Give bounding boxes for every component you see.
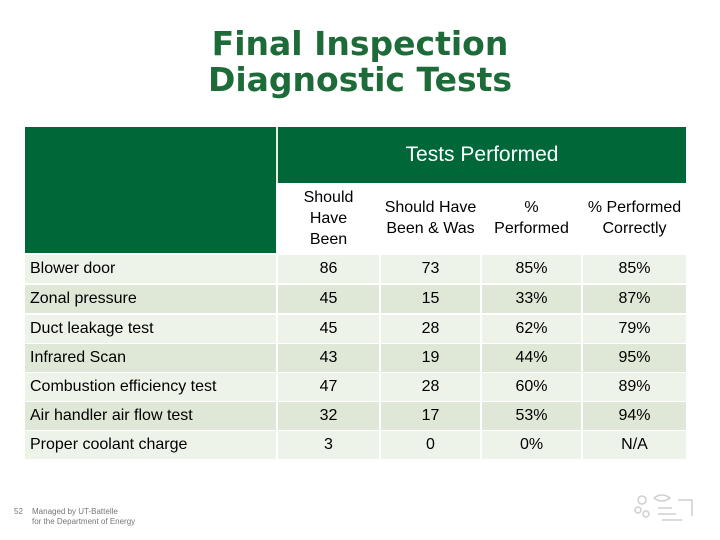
page-number: 52 bbox=[14, 507, 23, 516]
table-row: Blower door 86 73 85% 85% bbox=[25, 255, 686, 283]
table-row: Combustion efficiency test 47 28 60% 89% bbox=[25, 373, 686, 401]
column-header-should-have-been: Should Have Been bbox=[303, 188, 354, 248]
cell-percent-performed-correctly: 94% bbox=[583, 402, 686, 430]
cell-percent-performed-correctly: 89% bbox=[583, 373, 686, 401]
group-header-label: Tests Performed bbox=[405, 143, 559, 166]
row-name: Zonal pressure bbox=[25, 285, 276, 313]
cell-should-have-been: 43 bbox=[278, 344, 379, 372]
cell-should-have-been: 86 bbox=[278, 255, 379, 283]
title-line-1: Final Inspection bbox=[211, 24, 509, 63]
cell-should-have-been: 3 bbox=[278, 431, 379, 459]
table-row: Zonal pressure 45 15 33% 87% bbox=[25, 285, 686, 313]
cell-percent-performed: 33% bbox=[482, 285, 581, 313]
row-name: Proper coolant charge bbox=[25, 431, 276, 459]
table-row: Air handler air flow test 32 17 53% 94% bbox=[25, 402, 686, 430]
cell-should-have-been: 32 bbox=[278, 402, 379, 430]
cell-should-have-been-and-was: 0 bbox=[381, 431, 480, 459]
cell-should-have-been-and-was: 17 bbox=[381, 402, 480, 430]
cell-should-have-been-and-was: 28 bbox=[381, 315, 480, 343]
cell-percent-performed-correctly: 95% bbox=[583, 344, 686, 372]
cell-percent-performed: 60% bbox=[482, 373, 581, 401]
cell-should-have-been-and-was: 28 bbox=[381, 373, 480, 401]
row-name: Blower door bbox=[25, 255, 276, 283]
table-row: Infrared Scan 43 19 44% 95% bbox=[25, 344, 686, 372]
cell-should-have-been-and-was: 73 bbox=[381, 255, 480, 283]
slide-title: Final Inspection Diagnostic Tests bbox=[0, 26, 720, 98]
cell-should-have-been-and-was: 15 bbox=[381, 285, 480, 313]
column-header-should-have-been-and-was: Should Have Been & Was bbox=[384, 199, 477, 237]
row-name: Duct leakage test bbox=[25, 315, 276, 343]
cell-percent-performed: 0% bbox=[482, 431, 581, 459]
footer-line-1: Managed by UT-Battelle bbox=[32, 507, 118, 516]
cell-percent-performed: 53% bbox=[482, 402, 581, 430]
row-label-header bbox=[25, 183, 276, 253]
cell-percent-performed-correctly: N/A bbox=[583, 431, 686, 459]
table-row: Proper coolant charge 3 0 0% N/A bbox=[25, 431, 686, 459]
cell-percent-performed: 62% bbox=[482, 315, 581, 343]
row-name: Combustion efficiency test bbox=[25, 373, 276, 401]
cell-should-have-been-and-was: 19 bbox=[381, 344, 480, 372]
cell-should-have-been: 45 bbox=[278, 315, 379, 343]
row-name: Infrared Scan bbox=[25, 344, 276, 372]
logo-graphic bbox=[634, 494, 693, 521]
cell-percent-performed: 44% bbox=[482, 344, 581, 372]
footer-line-2: for the Department of Energy bbox=[32, 517, 136, 526]
cell-should-have-been: 45 bbox=[278, 285, 379, 313]
group-header-row: Tests Performed bbox=[25, 127, 686, 183]
oak-ridge-logo-icon bbox=[632, 490, 706, 528]
column-header-percent-performed-correctly: % Performed Correctly bbox=[587, 199, 682, 237]
table-row: Duct leakage test 45 28 62% 79% bbox=[25, 315, 686, 343]
title-line-2: Diagnostic Tests bbox=[207, 60, 513, 99]
footer-credit: Managed by UT-Battelle for the Departmen… bbox=[32, 507, 135, 527]
column-header-percent-performed: % Performed bbox=[494, 199, 569, 237]
cell-percent-performed-correctly: 79% bbox=[583, 315, 686, 343]
cell-percent-performed-correctly: 85% bbox=[583, 255, 686, 283]
row-name: Air handler air flow test bbox=[25, 402, 276, 430]
cell-percent-performed-correctly: 87% bbox=[583, 285, 686, 313]
cell-should-have-been: 47 bbox=[278, 373, 379, 401]
cell-percent-performed: 85% bbox=[482, 255, 581, 283]
header-divider bbox=[276, 127, 278, 183]
column-header-row: Should Have Been Should Have Been & Was … bbox=[25, 183, 686, 253]
